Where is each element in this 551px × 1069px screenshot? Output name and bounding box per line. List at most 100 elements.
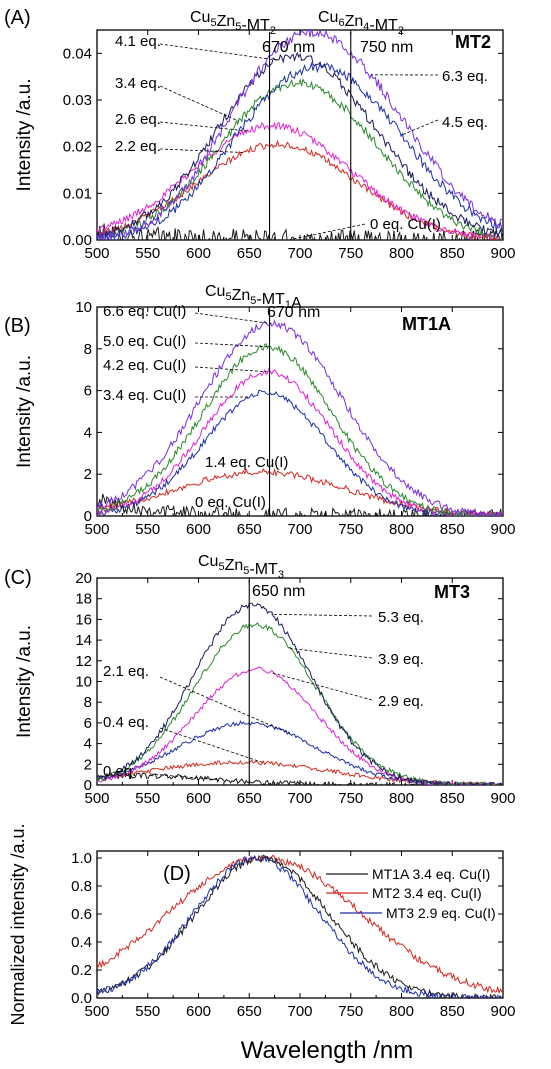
series-line bbox=[97, 855, 502, 998]
wavelength-label: 650 nm bbox=[252, 583, 305, 600]
x-tick-label: 800 bbox=[389, 521, 414, 538]
series-line bbox=[97, 854, 502, 998]
y-tick-label: 2 bbox=[84, 466, 92, 483]
x-tick-label: 600 bbox=[186, 1003, 211, 1020]
x-tick-label: 750 bbox=[338, 521, 363, 538]
x-tick-label: 750 bbox=[338, 245, 363, 262]
series-annotation: 3.9 eq. bbox=[378, 651, 424, 668]
species-label: Cu5Zn5-MT3 bbox=[198, 553, 284, 581]
x-tick-label: 550 bbox=[135, 790, 160, 807]
series-annotation: 1.4 eq. Cu(I) bbox=[205, 454, 288, 471]
y-tick-label: 0 bbox=[84, 508, 92, 525]
series-line bbox=[97, 602, 503, 785]
y-tick-label: 2 bbox=[84, 756, 92, 773]
series-annotation: 2.6 eq. bbox=[115, 111, 161, 128]
y-tick-label: 0 bbox=[84, 777, 92, 794]
annotation-leader bbox=[271, 613, 373, 617]
y-tick-label: 8 bbox=[84, 341, 92, 358]
series-annotation: 4.1 eq. bbox=[115, 33, 161, 50]
panel-title: MT1A bbox=[402, 314, 451, 334]
series-line bbox=[97, 51, 503, 239]
series-annotation: 4.2 eq. Cu(I) bbox=[103, 357, 186, 374]
y-axis-label: Intensity /a.u. bbox=[14, 355, 35, 468]
y-tick-label: 6 bbox=[84, 715, 92, 732]
series-line bbox=[97, 319, 503, 516]
x-tick-label: 700 bbox=[287, 790, 312, 807]
series-line bbox=[97, 121, 503, 240]
species-label: Cu5Zn5-MT2 bbox=[190, 9, 276, 37]
y-tick-label: 0.6 bbox=[71, 906, 92, 923]
y-tick-label: 18 bbox=[75, 591, 92, 608]
chart-panel-1: 500 550 600 650 700 750 800 850 900 0.00 0.01 0.02 0… bbox=[4, 7, 516, 262]
x-tick-label: 850 bbox=[440, 521, 465, 538]
panel-letter: (C) bbox=[4, 567, 32, 589]
x-tick-label: 900 bbox=[490, 521, 515, 538]
x-tick-label: 750 bbox=[338, 1003, 363, 1020]
annotation-leader bbox=[194, 366, 268, 373]
series-annotation: 2.2 eq. bbox=[115, 138, 161, 155]
species-label: Cu6Zn4-MT2 bbox=[318, 9, 404, 37]
annotation-leader bbox=[149, 773, 219, 781]
panel-letter: (A) bbox=[4, 7, 31, 29]
panel-title: MT2 bbox=[455, 32, 491, 52]
annotation-leader bbox=[289, 647, 373, 659]
series-line bbox=[97, 139, 503, 240]
wavelength-label: 670 nm bbox=[267, 304, 320, 321]
x-tick-label: 650 bbox=[237, 245, 262, 262]
y-tick-label: 0.00 bbox=[63, 232, 92, 249]
x-tick-label: 600 bbox=[186, 521, 211, 538]
y-tick-label: 0.8 bbox=[71, 878, 92, 895]
series-line bbox=[97, 759, 502, 785]
series-line bbox=[97, 772, 502, 785]
x-axis-label: Wavelength /nm bbox=[241, 1037, 414, 1064]
y-tick-label: 0.0 bbox=[71, 990, 92, 1007]
annotation-leader bbox=[159, 148, 245, 153]
annotation-leader bbox=[271, 672, 373, 701]
series-annotation: 5.0 eq. Cu(I) bbox=[103, 333, 186, 350]
y-tick-label: 8 bbox=[84, 694, 92, 711]
series-line bbox=[97, 61, 503, 240]
series-line bbox=[97, 30, 502, 240]
x-tick-label: 850 bbox=[440, 790, 465, 807]
x-tick-label: 800 bbox=[389, 1003, 414, 1020]
y-tick-label: 4 bbox=[84, 424, 92, 441]
y-tick-label: 0.01 bbox=[63, 185, 92, 202]
x-tick-label: 600 bbox=[186, 790, 211, 807]
x-tick-label: 900 bbox=[490, 1003, 515, 1020]
annotation-leader bbox=[159, 727, 265, 764]
y-tick-label: 10 bbox=[75, 299, 92, 316]
y-tick-label: 12 bbox=[75, 653, 92, 670]
x-tick-label: 800 bbox=[389, 790, 414, 807]
series-annotation: 6.3 eq. bbox=[442, 68, 488, 85]
x-tick-label: 750 bbox=[338, 790, 363, 807]
series-annotation: 2.9 eq. bbox=[378, 693, 424, 710]
x-tick-label: 500 bbox=[84, 245, 109, 262]
chart-panel-4: 500 550 600 650 700 750 800 850 900 0.0 0.2 0.4 0.6 0… bbox=[8, 823, 516, 1025]
species-label: Cu5Zn5-MT1A bbox=[205, 283, 302, 312]
series-line bbox=[97, 666, 502, 785]
x-tick-label: 650 bbox=[237, 790, 262, 807]
y-tick-label: 0.4 bbox=[71, 934, 92, 951]
series-annotation: 3.4 eq. bbox=[115, 75, 161, 92]
y-tick-label: 0.04 bbox=[63, 45, 92, 62]
annotation-leader bbox=[159, 676, 291, 735]
series-annotation: 6.6 eq. Cu(I) bbox=[103, 303, 186, 320]
chart-panel-3: 500 550 600 650 700 750 800 850 900 0 2 4 6 8 10 12 14 16… bbox=[4, 553, 516, 807]
annotation-leader bbox=[159, 85, 240, 122]
x-tick-label: 650 bbox=[237, 521, 262, 538]
series-line bbox=[97, 223, 503, 240]
series-annotation: 2.1 eq. bbox=[103, 663, 149, 680]
series-line bbox=[97, 493, 502, 516]
chart-panel-2: 500 550 600 650 700 750 800 850 900 0 2 4 6 8 10 Intens… bbox=[4, 283, 516, 538]
panel-letter: (B) bbox=[4, 315, 31, 337]
annotation-leader bbox=[401, 119, 439, 136]
panel-letter: (D) bbox=[163, 863, 191, 885]
annotation-leader bbox=[194, 342, 268, 348]
x-tick-label: 550 bbox=[135, 245, 160, 262]
series-annotation: 3.4 eq. Cu(I) bbox=[103, 387, 186, 404]
x-tick-label: 500 bbox=[84, 790, 109, 807]
x-tick-label: 500 bbox=[84, 1003, 109, 1020]
legend-label: MT2 3.4 eq. Cu(I) bbox=[372, 885, 482, 901]
y-axis-label: Intensity /a.u. bbox=[14, 78, 35, 191]
